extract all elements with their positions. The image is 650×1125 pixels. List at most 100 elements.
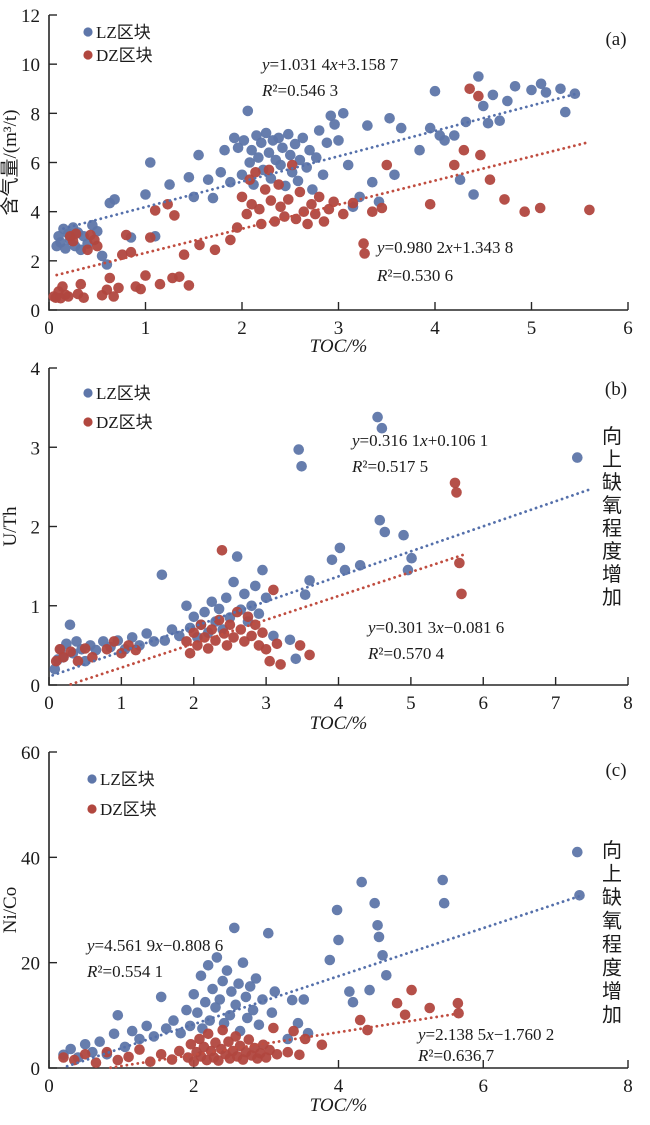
dz-point <box>306 199 317 210</box>
legend-label-dz: DZ区块 <box>96 46 153 65</box>
lz-point <box>540 87 552 98</box>
y-tick-label: 60 <box>21 745 40 764</box>
lz-point <box>414 144 425 156</box>
side-annotation-char: 缺 <box>602 886 622 909</box>
lz-point <box>307 184 318 195</box>
lz-point <box>406 552 417 564</box>
x-tick-label: 1 <box>117 693 127 714</box>
dz-point <box>318 216 330 227</box>
dz-point <box>181 636 192 647</box>
dz-point <box>242 611 254 623</box>
lz-trendline <box>65 894 583 1068</box>
dz-point <box>225 234 236 246</box>
lz-point <box>285 149 296 161</box>
panel-tag: (a) <box>605 29 626 50</box>
lz-point <box>535 78 547 90</box>
lz-point <box>260 127 272 139</box>
lz-point <box>226 986 237 997</box>
side-annotation-char: 氧 <box>602 494 622 517</box>
dz-point <box>376 202 388 214</box>
lz-point <box>364 984 375 996</box>
dz-point <box>135 283 146 295</box>
lz-point <box>202 960 214 971</box>
dz-point <box>113 282 124 294</box>
lz-point <box>449 130 460 141</box>
lz-point <box>109 194 120 205</box>
dz-point <box>213 614 225 626</box>
legend-marker-dz <box>83 50 93 60</box>
side-annotation-char: 上 <box>602 448 622 471</box>
dz-point <box>286 159 298 171</box>
dz-point <box>108 291 119 302</box>
lz-point <box>141 628 152 639</box>
lz-point <box>229 922 240 934</box>
dz-point <box>140 270 151 281</box>
lz-point <box>213 603 225 615</box>
dz-point <box>75 278 87 290</box>
lz-point <box>214 994 226 1005</box>
lz-point <box>297 132 309 144</box>
dz-point <box>58 1052 69 1063</box>
dz-point <box>112 1054 124 1066</box>
lz-point <box>356 876 368 888</box>
lz-point <box>304 575 315 586</box>
lz-point <box>325 110 337 122</box>
dz-point <box>294 1049 305 1061</box>
lz-point <box>175 1027 186 1039</box>
dz-point <box>449 477 461 489</box>
dz-point <box>519 206 530 217</box>
lz-point <box>250 580 261 592</box>
lz-point <box>140 189 151 200</box>
lz-point <box>379 526 391 538</box>
dz-point <box>449 159 460 171</box>
y-tick-label: 2 <box>31 252 41 273</box>
lz-point <box>290 653 302 665</box>
lz-point <box>321 137 333 149</box>
lz-point <box>284 634 296 646</box>
dz-point <box>359 248 370 259</box>
lz-point <box>230 999 241 1011</box>
dz-point <box>231 222 243 233</box>
lz-regression-equation: y=4.561 9x−0.808 6 <box>85 936 223 955</box>
side-annotation-char: 度 <box>602 540 622 563</box>
dz-point <box>174 1045 185 1057</box>
dz-point <box>424 199 436 210</box>
side-annotation-char: 加 <box>602 586 622 609</box>
dz-point <box>123 1051 134 1063</box>
lz-point <box>429 85 441 97</box>
lz-point <box>572 846 583 858</box>
dz-point <box>358 238 369 249</box>
x-tick-label: 7 <box>551 693 561 714</box>
y-tick-label: 2 <box>31 518 41 539</box>
dz-point <box>65 646 76 657</box>
lz-point <box>126 1025 138 1037</box>
dz-point <box>475 149 486 161</box>
y-axis-label: 含气量/(m³/t) <box>0 110 21 216</box>
lz-point <box>487 89 499 101</box>
dz-point <box>241 208 253 220</box>
lz-point <box>362 120 373 131</box>
dz-regression-equation: y=0.301 3x−0.081 6 <box>366 618 504 637</box>
lz-point <box>231 551 243 562</box>
dz-point <box>79 1049 91 1060</box>
side-annotation-char: 增 <box>602 563 622 586</box>
lz-point <box>244 981 256 992</box>
x-axis-label: TOC/% <box>310 713 368 734</box>
side-annotation-char: 氧 <box>602 910 622 933</box>
lz-point <box>148 1031 160 1042</box>
lz-point <box>134 1033 145 1045</box>
dz-point <box>90 1057 102 1068</box>
dz-point <box>264 655 276 667</box>
lz-point <box>232 142 244 154</box>
dz-point <box>145 232 156 243</box>
lz-point <box>211 952 223 963</box>
lz-point <box>289 138 301 150</box>
y-tick-label: 8 <box>31 104 41 125</box>
y-tick-label: 0 <box>31 301 41 322</box>
lz-point <box>439 135 450 146</box>
dz-point <box>104 272 116 284</box>
dz-point <box>217 1024 228 1036</box>
lz-point <box>268 630 279 642</box>
dz-point <box>367 206 378 217</box>
y-axis-label: U/Th <box>0 506 21 547</box>
